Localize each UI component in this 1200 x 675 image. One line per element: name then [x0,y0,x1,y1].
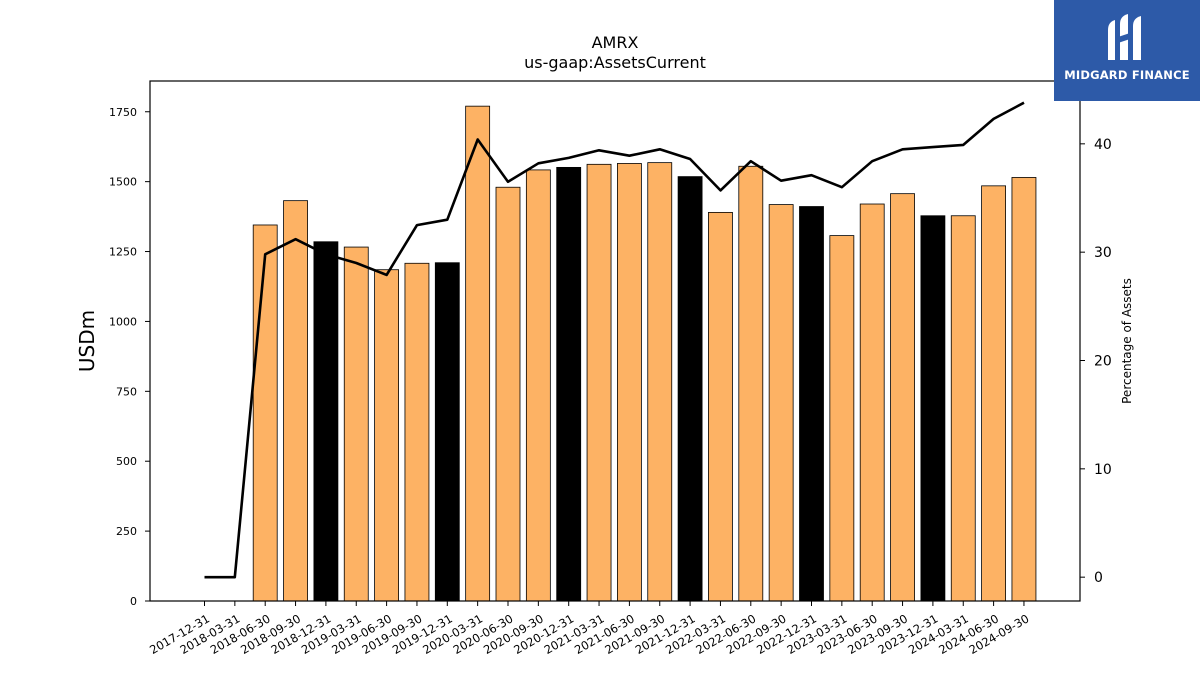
brand-logo: MIDGARD FINANCE [1054,0,1200,101]
y2-tick-label: 40 [1094,137,1112,153]
chart-subtitle: us-gaap:AssetsCurrent [524,53,706,72]
percentage-line [204,101,1025,579]
bar-2023-09-30 [890,193,915,602]
bar-2022-06-30 [738,165,764,602]
midgard-logo-icon [1108,14,1141,60]
bar-2020-12-31 [556,166,582,602]
bar-2023-06-30 [859,203,885,602]
y-tick-label: 250 [116,525,137,538]
y-tick-label: 1000 [109,315,137,328]
y-tick-label: 500 [116,455,137,468]
bar-2024-03-31 [950,215,976,602]
bar-2021-09-30 [647,162,673,602]
y2-tick-label: 0 [1094,570,1103,586]
bar-2023-03-31 [829,235,855,602]
bar-2022-09-30 [768,204,794,602]
bar-2021-12-31 [677,176,703,602]
y-axis-right: 0 10 20 30 40 [1080,137,1112,586]
bar-2019-06-30 [374,269,400,602]
y-tick-label: 1750 [109,106,137,119]
plot-frame [149,80,1081,602]
bar-2020-09-30 [525,169,551,602]
y-tick-label: 1500 [109,176,137,189]
bar-2018-06-30 [252,224,278,602]
bar-2024-09-30 [1011,177,1037,602]
bar-2019-12-31 [434,262,460,602]
y2-tick-label: 30 [1094,245,1112,261]
bar-2020-06-30 [495,186,521,602]
bar-group [252,105,1037,602]
y-axis-left: 0 250 500 750 1000 1250 1500 1750 [109,106,150,608]
bar-2021-03-31 [586,163,612,602]
bar-2019-03-31 [343,246,369,602]
x-axis: 2017-12-312018-03-312018-06-302018-09-30… [147,601,1031,657]
bar-2023-12-31 [920,215,946,602]
bar-2018-12-31 [313,241,339,602]
line-series-group [204,101,1025,579]
y-tick-label: 0 [130,595,137,608]
y2-axis-label: Percentage of Assets [1120,278,1134,404]
bar-2024-06-30 [981,185,1006,602]
y2-tick-label: 20 [1094,354,1112,370]
bar-2020-03-31 [465,105,491,602]
bar-2022-12-31 [799,206,824,602]
y-tick-label: 750 [116,385,137,398]
y2-tick-label: 10 [1094,462,1112,478]
bar-2018-09-30 [283,200,308,602]
bar-2019-09-30 [404,262,430,602]
y-tick-label: 1250 [109,246,137,259]
y-axis-label: USDm [75,310,99,372]
chart-title: AMRX [592,33,639,52]
brand-name: MIDGARD FINANCE [1064,68,1190,82]
bar-2022-03-31 [708,211,733,602]
bar-2021-06-30 [617,163,642,602]
